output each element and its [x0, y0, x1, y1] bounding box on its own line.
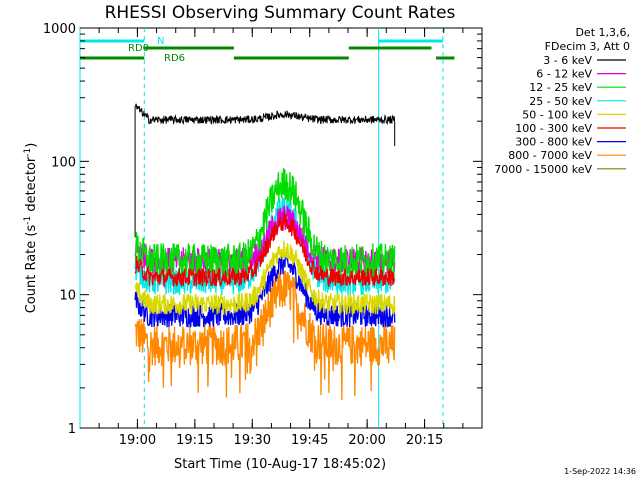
series-line-100-300-kev — [134, 211, 396, 288]
x-tick-label: 19:45 — [291, 433, 328, 448]
timestamp: 1-Sep-2022 14:36 — [564, 467, 636, 476]
series-line-800-7000-kev — [134, 270, 396, 401]
legend-header-line2: FDecim 3, Att 0 — [545, 40, 630, 53]
legend-label: 3 - 6 keV — [543, 54, 592, 67]
x-tick-label: 20:00 — [348, 433, 385, 448]
series-line-50-100-kev — [134, 240, 396, 318]
ticks-layer: 1 10 100 1000 19:00 19:15 19:30 19:45 20:00 20:15 — [43, 22, 483, 448]
series-layer — [134, 103, 396, 401]
series-line-3-6-kev — [134, 103, 396, 238]
bars-layer: N RD0 RD6 — [79, 28, 455, 428]
y-axis-title: Count Rate (s-1 detector-1) — [23, 143, 39, 314]
legend-label: 300 - 800 keV — [515, 136, 592, 149]
night-label: N — [157, 36, 164, 47]
x-tick-label: 19:00 — [119, 433, 156, 448]
y-axis-title-mid: detector — [24, 156, 39, 216]
legend-label: 6 - 12 keV — [536, 68, 592, 81]
y-axis-title-group: Count Rate (s-1 detector-1) — [23, 143, 39, 314]
y-tick-label: 100 — [51, 155, 76, 170]
legend-label: 50 - 100 keV — [522, 108, 592, 121]
x-axis-title: Start Time (10-Aug-17 18:45:02) — [174, 457, 386, 472]
y-axis-title-main: Count Rate (s — [24, 225, 39, 314]
legend-label: 25 - 50 keV — [529, 95, 592, 108]
rd0-label: RD0 — [128, 43, 149, 54]
rd6-label: RD6 — [164, 53, 185, 64]
y-tick-label: 10 — [59, 289, 76, 304]
x-tick-label: 20:15 — [406, 433, 443, 448]
y-axis-title-sup1: -1 — [23, 216, 33, 225]
y-tick-label: 1 — [68, 422, 76, 437]
y-tick-label: 1000 — [43, 22, 76, 37]
legend-label: 800 - 7000 keV — [508, 149, 592, 162]
legend-label: 12 - 25 keV — [529, 81, 592, 94]
y-axis-title-sup2: -1 — [23, 148, 33, 157]
x-tick-label: 19:15 — [176, 433, 213, 448]
series-line-12-25-kev — [134, 168, 396, 279]
legend-label: 7000 - 15000 keV — [494, 163, 592, 176]
chart-title: RHESSI Observing Summary Count Rates — [105, 3, 456, 23]
legend-label: 100 - 300 keV — [515, 122, 592, 135]
legend-header-line1: Det 1,3,6, — [575, 26, 630, 39]
y-axis-title-end: ) — [24, 143, 39, 148]
x-tick-label: 19:30 — [234, 433, 271, 448]
